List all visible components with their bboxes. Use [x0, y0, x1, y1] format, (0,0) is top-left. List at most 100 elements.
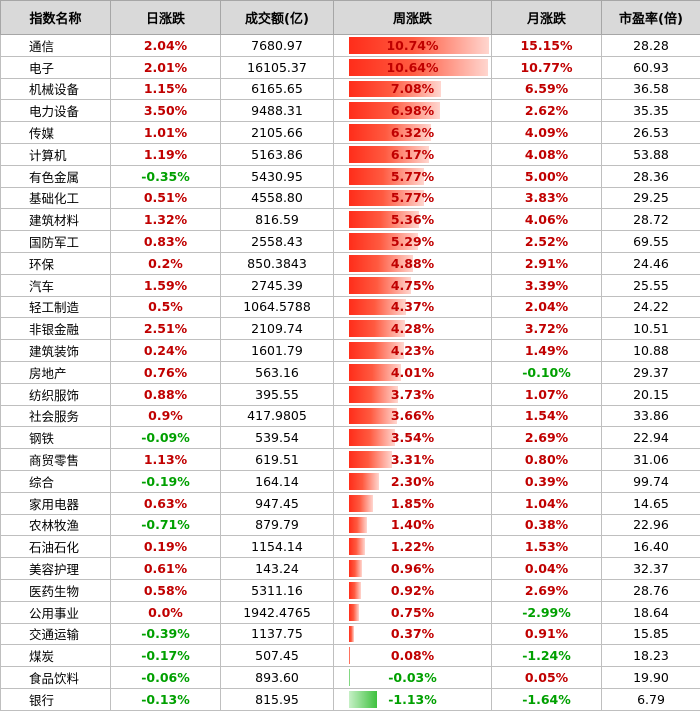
monthly-change-cell: 0.39%	[491, 469, 602, 493]
weekly-change-bar	[349, 254, 413, 272]
weekly-change-value: 0.96%	[390, 561, 435, 577]
daily-change-cell: 0.19%	[110, 535, 221, 559]
volume-cell: 164.14	[220, 469, 334, 493]
volume-cell: 1154.14	[220, 535, 334, 559]
weekly-change-bar	[349, 581, 361, 599]
index-name-cell: 钢铁	[0, 426, 111, 450]
weekly-change-cell: -1.13%	[333, 687, 492, 711]
weekly-change-bar	[349, 167, 425, 185]
monthly-change-cell: 1.04%	[491, 491, 602, 515]
table-row: 轻工制造 0.5% 1064.5788 4.37% 2.04% 24.22	[0, 295, 700, 319]
daily-change-cell: 2.04%	[110, 34, 221, 57]
pe-ratio-cell: 69.55	[601, 230, 700, 253]
pe-ratio-cell: 16.40	[601, 535, 700, 559]
daily-change-cell: 0.61%	[110, 557, 221, 580]
table-row: 交通运输 -0.39% 1137.75 0.37% 0.91% 15.85	[0, 622, 700, 646]
monthly-change-cell: -2.99%	[491, 600, 602, 624]
index-name-cell: 传媒	[0, 121, 111, 144]
daily-change-cell: -0.06%	[110, 666, 221, 689]
table-row: 机械设备 1.15% 6165.65 7.08% 6.59% 36.58	[0, 77, 700, 101]
table-row: 通信 2.04% 7680.97 10.74% 15.15% 28.28	[0, 34, 700, 57]
weekly-change-value: 3.66%	[390, 408, 435, 424]
daily-change-cell: 0.5%	[110, 295, 221, 319]
daily-change-cell: 0.0%	[110, 600, 221, 624]
index-name-cell: 煤炭	[0, 644, 111, 668]
volume-cell: 893.60	[220, 666, 334, 689]
index-name-cell: 汽车	[0, 273, 111, 297]
monthly-change-cell: 0.91%	[491, 622, 602, 646]
weekly-change-bar	[349, 211, 419, 229]
pe-ratio-cell: 18.23	[601, 644, 700, 668]
pe-ratio-cell: 22.94	[601, 426, 700, 450]
index-name-cell: 基础化工	[0, 186, 111, 210]
table-row: 有色金属 -0.35% 5430.95 5.77% 5.00% 28.36	[0, 164, 700, 188]
weekly-change-cell: 4.37%	[333, 295, 492, 319]
weekly-change-value: 10.64%	[386, 59, 439, 75]
volume-cell: 6165.65	[220, 77, 334, 101]
daily-change-cell: 3.50%	[110, 99, 221, 123]
volume-cell: 9488.31	[220, 99, 334, 123]
weekly-change-bar	[349, 298, 406, 316]
monthly-change-cell: 2.69%	[491, 578, 602, 602]
pe-ratio-cell: 28.36	[601, 164, 700, 188]
index-name-cell: 建筑材料	[0, 208, 111, 232]
volume-cell: 1601.79	[220, 339, 334, 362]
header-volume: 成交额(亿)	[220, 0, 334, 35]
table-row: 农林牧渔 -0.71% 879.79 1.40% 0.38% 22.96	[0, 513, 700, 537]
table-row: 钢铁 -0.09% 539.54 3.54% 2.69% 22.94	[0, 426, 700, 450]
index-name-cell: 电子	[0, 55, 111, 79]
index-name-cell: 机械设备	[0, 77, 111, 101]
header-row: 指数名称 日涨跌 成交额(亿) 周涨跌 月涨跌 市盈率(倍)	[0, 0, 700, 35]
daily-change-cell: 0.51%	[110, 186, 221, 210]
pe-ratio-cell: 28.28	[601, 34, 700, 57]
volume-cell: 1137.75	[220, 622, 334, 646]
table-row: 传媒 1.01% 2105.66 6.32% 4.09% 26.53	[0, 121, 700, 144]
weekly-change-cell: 0.37%	[333, 622, 492, 646]
index-name-cell: 通信	[0, 34, 111, 57]
table-row: 计算机 1.19% 5163.86 6.17% 4.08% 53.88	[0, 142, 700, 166]
weekly-change-cell: 4.28%	[333, 317, 492, 341]
weekly-change-cell: 10.74%	[333, 34, 492, 57]
weekly-change-cell: 2.30%	[333, 469, 492, 493]
weekly-change-bar	[349, 647, 351, 665]
weekly-change-cell: 1.22%	[333, 535, 492, 559]
table-row: 公用事业 0.0% 1942.4765 0.75% -2.99% 18.64	[0, 600, 700, 624]
weekly-change-cell: 5.77%	[333, 186, 492, 210]
daily-change-cell: -0.13%	[110, 687, 221, 711]
pe-ratio-cell: 20.15	[601, 382, 700, 406]
pe-ratio-cell: 22.96	[601, 513, 700, 537]
weekly-change-value: 6.17%	[390, 146, 435, 162]
volume-cell: 143.24	[220, 557, 334, 580]
daily-change-cell: 0.2%	[110, 251, 221, 275]
weekly-change-bar	[349, 494, 374, 512]
weekly-change-cell: 0.75%	[333, 600, 492, 624]
monthly-change-cell: 4.09%	[491, 121, 602, 144]
weekly-change-value: 1.40%	[390, 517, 435, 533]
weekly-change-cell: 4.88%	[333, 251, 492, 275]
pe-ratio-cell: 28.72	[601, 208, 700, 232]
weekly-change-value: 5.36%	[390, 212, 435, 228]
daily-change-cell: 0.83%	[110, 230, 221, 253]
daily-change-cell: -0.39%	[110, 622, 221, 646]
pe-ratio-cell: 25.55	[601, 273, 700, 297]
table-row: 美容护理 0.61% 143.24 0.96% 0.04% 32.37	[0, 557, 700, 580]
index-name-cell: 公用事业	[0, 600, 111, 624]
table-row: 建筑材料 1.32% 816.59 5.36% 4.06% 28.72	[0, 208, 700, 232]
pe-ratio-cell: 10.88	[601, 339, 700, 362]
table-row: 建筑装饰 0.24% 1601.79 4.23% 1.49% 10.88	[0, 339, 700, 362]
table-row: 家用电器 0.63% 947.45 1.85% 1.04% 14.65	[0, 491, 700, 515]
daily-change-cell: 0.63%	[110, 491, 221, 515]
weekly-change-cell: 6.98%	[333, 99, 492, 123]
weekly-change-bar	[349, 472, 379, 490]
weekly-change-cell: 4.75%	[333, 273, 492, 297]
table-row: 商贸零售 1.13% 619.51 3.31% 0.80% 31.06	[0, 448, 700, 471]
daily-change-cell: 0.88%	[110, 382, 221, 406]
weekly-change-value: 4.37%	[390, 299, 435, 315]
volume-cell: 2745.39	[220, 273, 334, 297]
table-row: 食品饮料 -0.06% 893.60 -0.03% 0.05% 19.90	[0, 666, 700, 689]
table-row: 银行 -0.13% 815.95 -1.13% -1.64% 6.79	[0, 687, 700, 711]
weekly-change-cell: 3.66%	[333, 404, 492, 428]
weekly-change-bar	[349, 363, 402, 381]
volume-cell: 16105.37	[220, 55, 334, 79]
